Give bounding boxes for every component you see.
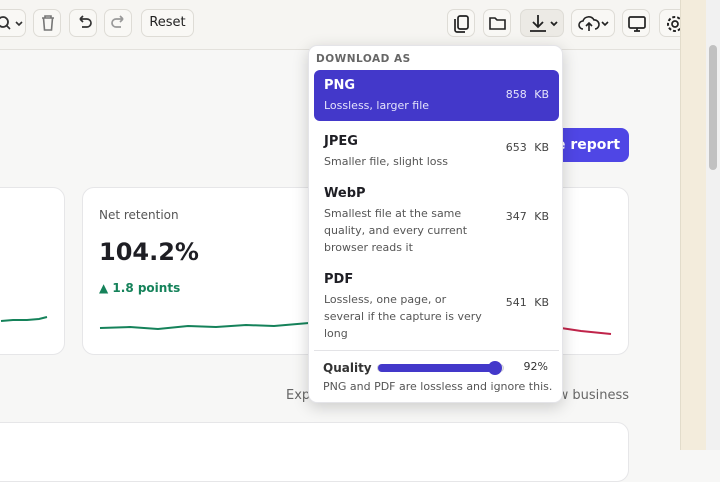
copy-button[interactable] [447, 9, 475, 37]
card [0, 187, 65, 355]
undo-button[interactable] [69, 9, 97, 37]
quality-slider[interactable] [377, 361, 504, 375]
menu-note: PNG and PDF are lossless and ignore this… [323, 380, 553, 393]
card-delta: ▲ 1.8 points [99, 281, 181, 295]
slider-thumb[interactable] [487, 361, 502, 375]
delete-button[interactable] [33, 9, 61, 37]
footer-text: w business [557, 388, 629, 403]
download-button[interactable] [520, 9, 564, 37]
quality-value: 92% [523, 360, 548, 373]
toolbar: Reset [0, 0, 689, 50]
redo-button[interactable] [104, 9, 132, 37]
display-button[interactable] [622, 9, 650, 37]
table-card [0, 422, 629, 482]
option-description: Smaller file, slight loss [324, 155, 448, 168]
option-description: Lossless, one page, or several if the ca… [324, 293, 482, 340]
upload-button[interactable] [571, 9, 615, 37]
option-description: Lossless, larger file [324, 99, 430, 112]
quality-label: Quality [323, 361, 372, 375]
zoom-button[interactable] [0, 9, 26, 37]
option[interactable]: PDF Lossless, one page, or several if the… [314, 264, 559, 343]
card-value: 104.2% [99, 238, 199, 266]
option-size: 541 KB [505, 295, 549, 309]
divider [314, 350, 559, 351]
option-name: JPEG [324, 134, 358, 149]
option-size: 347 KB [505, 209, 549, 223]
scroll-thumb[interactable] [709, 45, 717, 170]
option-name: PDF [324, 272, 354, 287]
option-size: 653 KB [505, 140, 549, 154]
option-name: WebP [324, 186, 366, 201]
menu-heading: DOWNLOAD AS [316, 53, 411, 65]
option-name: PNG [324, 78, 356, 93]
slider-fill [378, 364, 495, 372]
option-description: Smallest file at the same quality, and e… [324, 207, 468, 254]
option[interactable]: WebP Smallest file at the same quality, a… [314, 178, 559, 257]
option[interactable]: JPEG Smaller file, slight loss 653 KB [314, 126, 559, 171]
scrollbar [706, 0, 720, 450]
option-size: 858 KB [505, 87, 549, 101]
side-strip [680, 0, 706, 450]
footer-text: Exp [286, 388, 311, 403]
card: Net retention 104.2% ▲ 1.8 points [82, 187, 342, 355]
option[interactable]: PNG Lossless, larger file 858 KB [314, 70, 559, 121]
card-label: Net retention [99, 208, 179, 222]
open-button[interactable] [483, 9, 511, 37]
download-menu: DOWNLOAD AS PNG Lossless, larger file 858 … [308, 45, 563, 403]
reset-button[interactable]: Reset [141, 9, 194, 37]
